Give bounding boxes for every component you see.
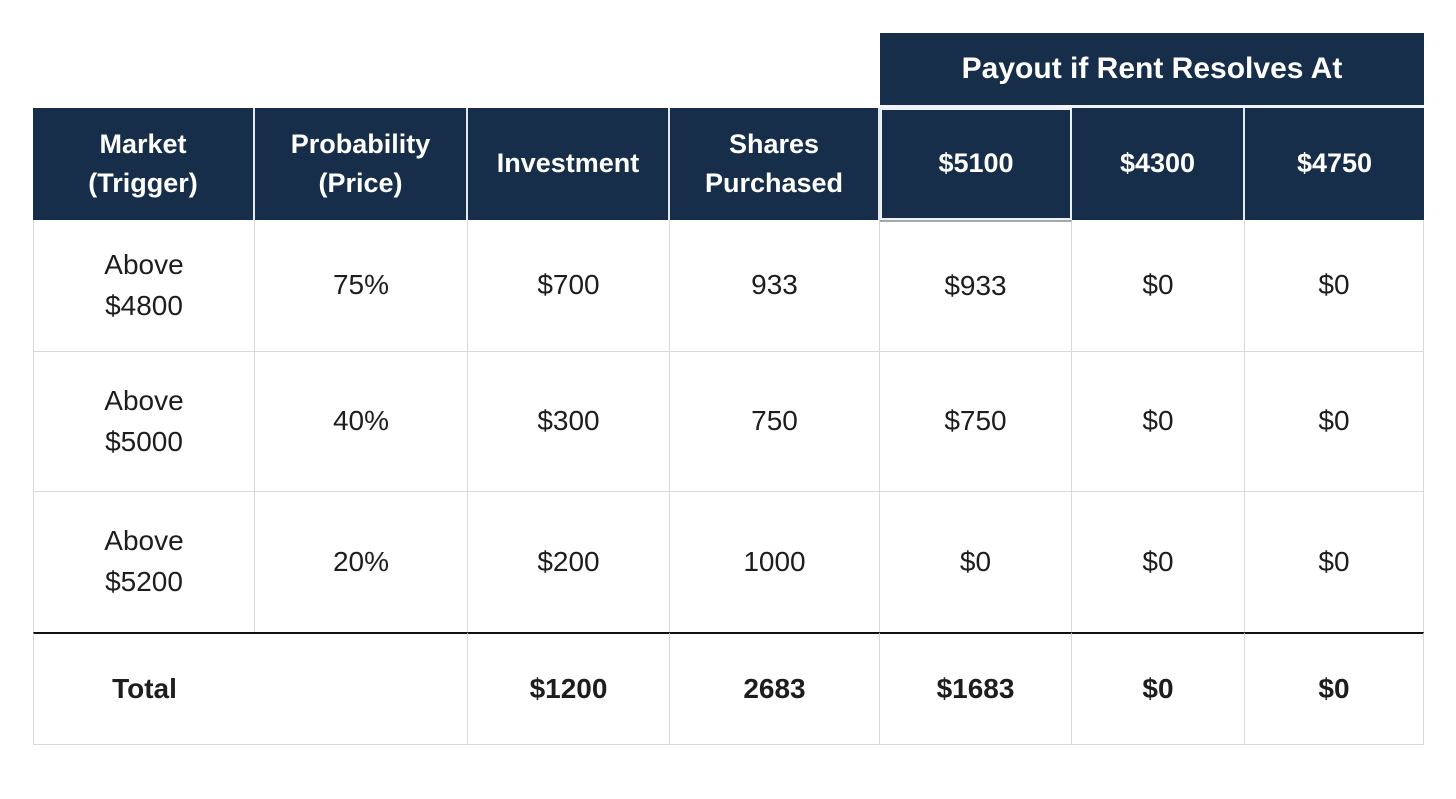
header-cell-probability: Probability (Price) (255, 108, 468, 220)
row-2-cell-market: Above $5000 (33, 352, 255, 492)
payout-table: Payout if Rent Resolves At Market (Trigg… (33, 33, 1424, 745)
payout-banner: Payout if Rent Resolves At (880, 33, 1424, 108)
row-3-cell-market: Above $5200 (33, 492, 255, 632)
header-cell-investment: Investment (468, 108, 670, 220)
header-cell-payout-4300: $4300 (1072, 108, 1245, 220)
row-1-cell-market: Above $4800 (33, 220, 255, 352)
empty-corner (33, 33, 880, 108)
total-cell-shares: 2683 (670, 632, 880, 745)
total-cell-payout-4750: $0 (1245, 632, 1424, 745)
header-cell-payout-4750: $4750 (1245, 108, 1424, 220)
row-1-cell-investment: $700 (468, 220, 670, 352)
total-cell-payout-4300: $0 (1072, 632, 1245, 745)
header-cell-payout-5100: $5100 (880, 108, 1072, 220)
row-2-cell-payout-4300: $0 (1072, 352, 1245, 492)
row-3-cell-payout-4300: $0 (1072, 492, 1245, 632)
row-1-cell-payout-4300: $0 (1072, 220, 1245, 352)
row-3-cell-payout-5100: $0 (880, 492, 1072, 632)
row-2-cell-payout-5100: $750 (880, 352, 1072, 492)
row-2-cell-investment: $300 (468, 352, 670, 492)
row-2-cell-shares: 750 (670, 352, 880, 492)
total-cell-investment: $1200 (468, 632, 670, 745)
row-2-cell-payout-4750: $0 (1245, 352, 1424, 492)
row-2-cell-probability: 40% (255, 352, 468, 492)
row-1-cell-shares: 933 (670, 220, 880, 352)
row-3-cell-probability: 20% (255, 492, 468, 632)
row-3-cell-payout-4750: $0 (1245, 492, 1424, 632)
header-cell-market: Market (Trigger) (33, 108, 255, 220)
row-3-cell-shares: 1000 (670, 492, 880, 632)
row-1-cell-probability: 75% (255, 220, 468, 352)
row-3-cell-investment: $200 (468, 492, 670, 632)
row-1-cell-payout-5100: $933 (880, 220, 1072, 352)
total-cell-label: Total (33, 632, 255, 745)
total-cell-payout-5100: $1683 (880, 632, 1072, 745)
header-cell-shares: Shares Purchased (670, 108, 880, 220)
total-cell-empty (255, 632, 468, 745)
row-1-cell-payout-4750: $0 (1245, 220, 1424, 352)
